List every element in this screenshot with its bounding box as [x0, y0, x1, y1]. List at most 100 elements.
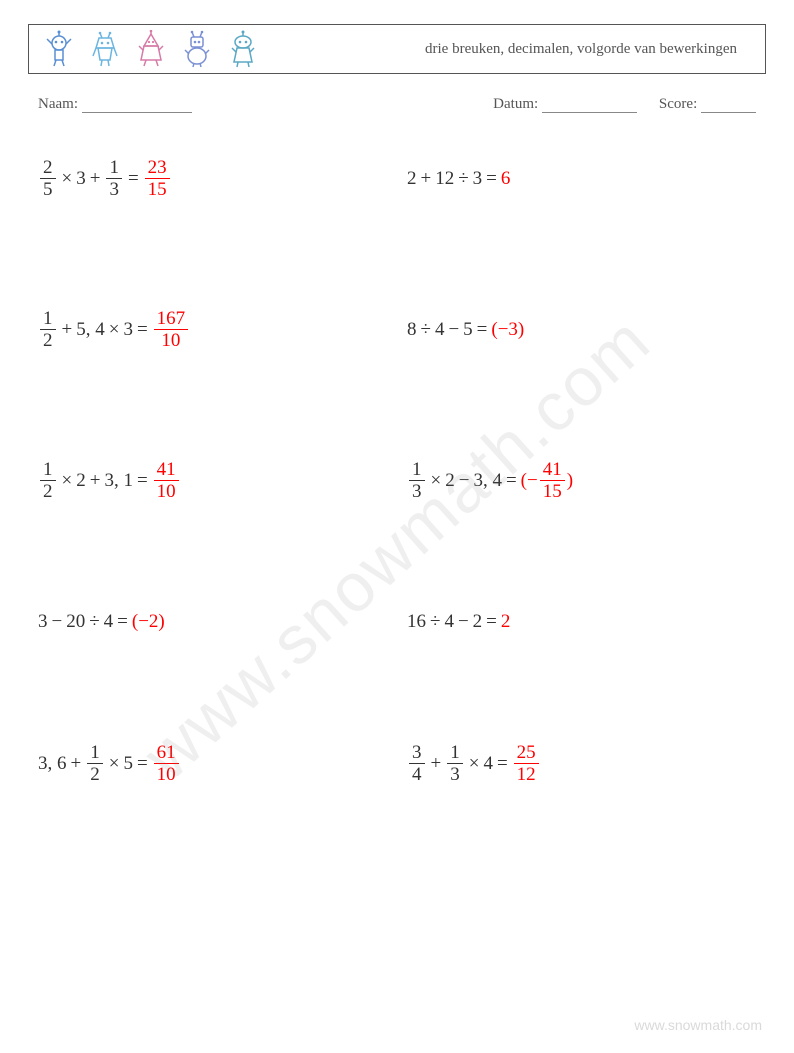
name-field: Naam:: [38, 96, 354, 113]
answer: 6: [501, 168, 511, 190]
number-text: 4: [444, 611, 454, 633]
operator: +: [71, 753, 82, 775]
operator: +: [431, 753, 442, 775]
problem-6: 13 ×2−3, 4=(−4115): [407, 460, 766, 501]
problem-7: 3−20÷4=(−2): [38, 611, 397, 633]
problem-8: 16÷4−2=2: [407, 611, 766, 633]
operator: −: [458, 611, 469, 633]
fraction: 12: [40, 460, 56, 501]
fraction: 13: [409, 460, 425, 501]
operator: =: [137, 319, 148, 341]
score-field: Score:: [659, 96, 756, 113]
answer: 2315: [143, 158, 172, 199]
answer: 2: [501, 611, 511, 633]
operator: =: [486, 611, 497, 633]
problem-5: 12 ×2+3, 1=4110: [38, 460, 397, 501]
date-field: Datum:: [493, 96, 637, 113]
fraction: 13: [106, 158, 122, 199]
answer: 4110: [152, 460, 181, 501]
answer: 2512: [512, 743, 541, 784]
number-text: 20: [66, 611, 85, 633]
number-text: 16: [407, 611, 426, 633]
operator: ×: [109, 753, 120, 775]
fraction: 34: [409, 743, 425, 784]
problem-9: 3, 6+12×5=6110: [38, 743, 397, 784]
number-text: 3, 6: [38, 753, 67, 775]
number-text: 4: [104, 611, 114, 633]
operator: ×: [62, 470, 73, 492]
operator: =: [137, 470, 148, 492]
problem-2: 2+12÷3=6: [407, 158, 766, 199]
number-text: 4: [435, 319, 445, 341]
operator: =: [486, 168, 497, 190]
operator: =: [477, 319, 488, 341]
operator: −: [459, 470, 470, 492]
header-box: drie breuken, decimalen, volgorde van be…: [28, 24, 766, 74]
score-label: Score:: [659, 96, 697, 112]
operator: −: [448, 319, 459, 341]
footer-url: www.snowmath.com: [634, 1017, 762, 1033]
fraction: 12: [87, 743, 103, 784]
answer: (−3): [491, 319, 524, 341]
operator: ÷: [430, 611, 440, 633]
fraction: 6110: [154, 743, 179, 784]
operator: +: [90, 168, 101, 190]
fraction: 12: [40, 309, 56, 350]
problem-1: 25 ×3+13 = 2315: [38, 158, 397, 199]
robot-icon-4: [181, 29, 213, 69]
number-text: 5: [463, 319, 473, 341]
fraction: 2315: [145, 158, 170, 199]
fraction: 2512: [514, 743, 539, 784]
fraction: 25: [40, 158, 56, 199]
fraction: 4115: [540, 460, 565, 501]
number-text: 2: [76, 470, 86, 492]
operator: +: [421, 168, 432, 190]
operator: =: [137, 753, 148, 775]
name-label: Naam:: [38, 96, 78, 112]
robot-icon-5: [227, 29, 259, 69]
operator: =: [128, 168, 139, 190]
fraction: 16710: [154, 309, 189, 350]
number-text: (−2): [132, 611, 165, 633]
number-text: 2: [501, 611, 511, 633]
robot-icon-3: [135, 29, 167, 69]
date-underline[interactable]: [542, 98, 637, 113]
number-text: 4: [483, 753, 493, 775]
number-text: 2: [473, 611, 483, 633]
problems-grid: 25×3+13=23152+12÷3=612+5, 4×3=167108÷4−5…: [28, 148, 766, 784]
operator: ×: [62, 168, 73, 190]
number-text: 3: [76, 168, 86, 190]
number-text: (−: [521, 470, 538, 492]
header-icons: [29, 25, 397, 73]
number-text: 12: [435, 168, 454, 190]
answer: (−2): [132, 611, 165, 633]
number-text: ): [567, 470, 573, 492]
robot-icon-2: [89, 29, 121, 69]
number-text: 3: [123, 319, 133, 341]
operator: =: [117, 611, 128, 633]
name-underline[interactable]: [82, 98, 192, 113]
number-text: 3, 4: [473, 470, 502, 492]
answer: 16710: [152, 309, 191, 350]
operator: −: [52, 611, 63, 633]
number-text: 3, 1: [104, 470, 133, 492]
operator: ÷: [421, 319, 431, 341]
number-text: 2: [445, 470, 455, 492]
number-text: 8: [407, 319, 417, 341]
number-text: (−3): [491, 319, 524, 341]
operator: ×: [469, 753, 480, 775]
worksheet-title: drie breuken, decimalen, volgorde van be…: [397, 25, 765, 73]
number-text: 2: [407, 168, 417, 190]
info-row: Naam: Datum: Score:: [28, 96, 766, 113]
operator: ×: [431, 470, 442, 492]
problem-3: 12+5, 4×3=16710: [38, 309, 397, 350]
score-underline[interactable]: [701, 98, 756, 113]
operator: =: [506, 470, 517, 492]
answer: 6110: [152, 743, 181, 784]
answer: (−4115): [521, 460, 573, 501]
problem-4: 8÷4−5=(−3): [407, 309, 766, 350]
operator: +: [90, 470, 101, 492]
problem-10: 34+13×4=2512: [407, 743, 766, 784]
number-text: 3: [38, 611, 48, 633]
operator: =: [497, 753, 508, 775]
